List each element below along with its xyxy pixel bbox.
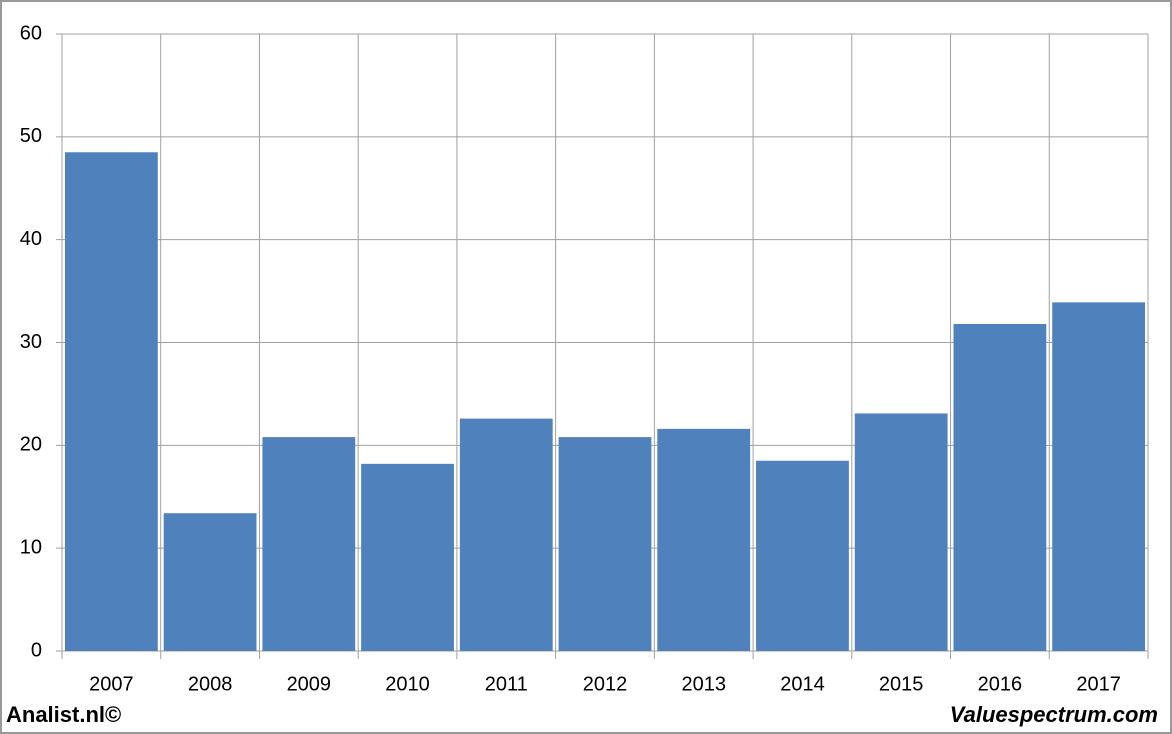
bar <box>361 463 454 651</box>
y-tick-label: 40 <box>20 228 42 250</box>
x-tick-label: 2010 <box>385 673 430 695</box>
y-tick-label: 50 <box>20 125 42 147</box>
x-tick-label: 2008 <box>188 673 233 695</box>
bar <box>1052 302 1146 651</box>
bar <box>657 428 751 651</box>
bar <box>756 460 849 651</box>
x-tick-label: 2013 <box>681 673 726 695</box>
y-tick-label: 20 <box>20 434 42 456</box>
x-tick-label: 2012 <box>583 673 628 695</box>
x-tick-label: 2016 <box>978 673 1023 695</box>
bar <box>558 437 652 651</box>
x-tick-label: 2017 <box>1076 673 1121 695</box>
y-tick-label: 0 <box>31 639 42 661</box>
x-tick-label: 2009 <box>287 673 332 695</box>
bar <box>163 513 257 651</box>
bar <box>953 323 1047 651</box>
x-tick-label: 2015 <box>879 673 924 695</box>
footer-left: Analist.nl© <box>6 702 121 727</box>
x-tick-label: 2007 <box>89 673 134 695</box>
x-tick-label: 2014 <box>780 673 825 695</box>
bar <box>459 418 553 651</box>
y-tick-label: 30 <box>20 331 42 353</box>
bar <box>854 413 948 651</box>
y-tick-label: 10 <box>20 536 42 558</box>
bar <box>64 152 158 651</box>
x-tick-label: 2011 <box>485 673 528 695</box>
footer-right: Valuespectrum.com <box>950 702 1158 727</box>
y-tick-label: 60 <box>20 22 42 44</box>
bar <box>262 437 356 651</box>
